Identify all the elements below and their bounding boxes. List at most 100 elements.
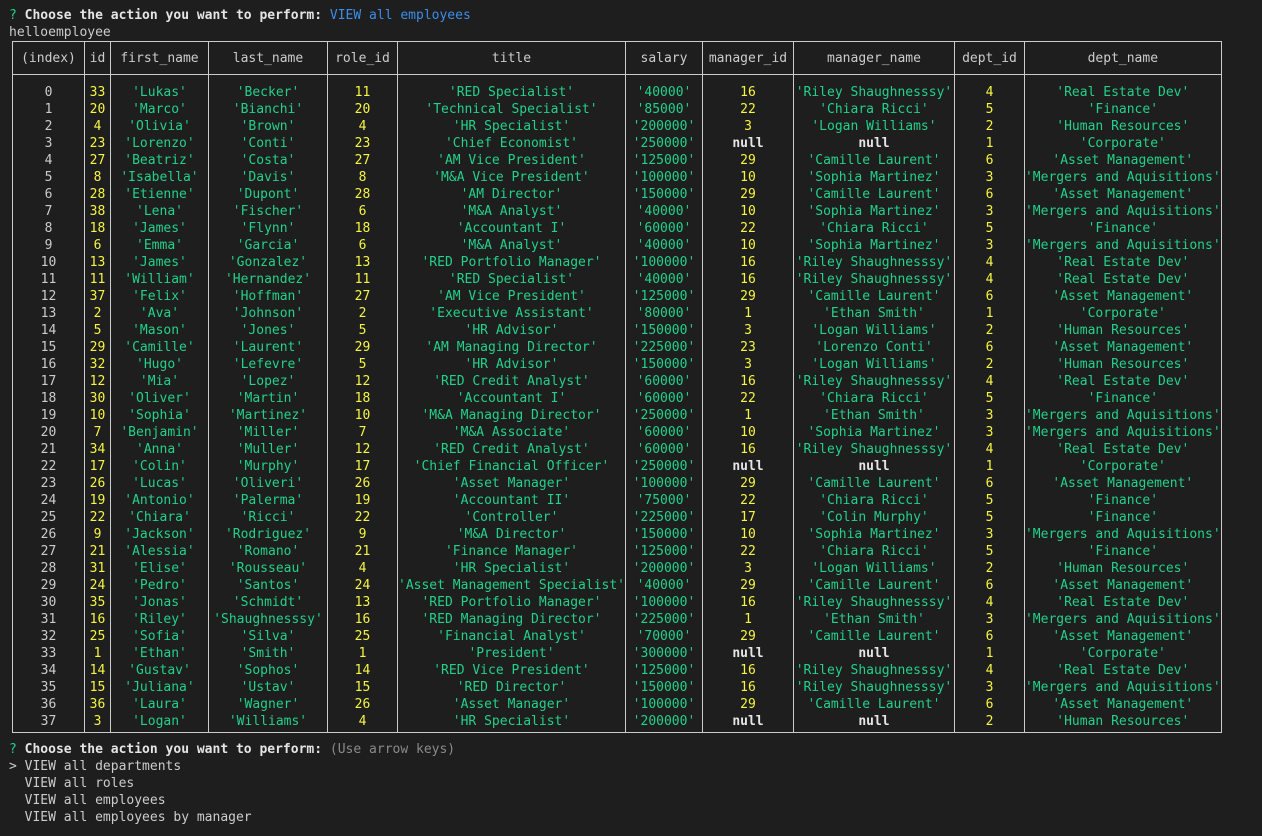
table-cell-index: 26 [12, 526, 85, 543]
table-cell-salary: '100000' [624, 169, 703, 186]
column-header: first_name [110, 41, 209, 75]
table-cell-manager_name: 'Chiara Ricci' [792, 220, 955, 237]
spacer-cell [701, 74, 794, 84]
table-cell-role_id: 6 [327, 203, 398, 220]
table-cell-role_id: 21 [327, 543, 398, 560]
table-cell-id: 35 [84, 594, 111, 611]
table-cell-manager_name: 'Riley Shaughnesssy' [792, 271, 955, 288]
table-row: 22 17 'Colin' 'Murphy' 17 'Chief Financial Of… [12, 458, 1222, 475]
table-cell-title: 'Accountant II' [397, 492, 626, 509]
table-cell-last_name: 'Rodriguez' [208, 526, 328, 543]
table-cell-manager_id: 17 [701, 509, 794, 526]
table-cell-salary: '150000' [624, 679, 703, 696]
spacer-cell [110, 74, 209, 84]
table-cell-id: 36 [84, 696, 111, 713]
table-cell-dept_name: 'Asset Management' [1023, 696, 1222, 713]
table-cell-manager_name: 'Camille Laurent' [792, 696, 955, 713]
table-header-row: (index) id first_name last_name role_id title… [12, 41, 1222, 75]
table-cell-last_name: 'Conti' [208, 135, 328, 152]
menu-options[interactable]: > VIEW all departments VIEW all roles VI… [9, 758, 1253, 826]
table-cell-last_name: 'Ricci' [208, 509, 328, 526]
table-cell-manager_id: 22 [701, 390, 794, 407]
table-cell-index: 10 [12, 254, 85, 271]
table-row: 19 10 'Sophia' 'Martinez' 10 'M&A Managing Di… [12, 407, 1222, 424]
table-cell-manager_id: 29 [701, 186, 794, 203]
table-cell-id: 21 [84, 543, 111, 560]
menu-option[interactable]: > VIEW all departments [9, 758, 1253, 775]
table-cell-last_name: 'Garcia' [208, 237, 328, 254]
table-cell-last_name: 'Muller' [208, 441, 328, 458]
table-cell-title: 'Executive Assistant' [397, 305, 626, 322]
table-cell-role_id: 5 [327, 356, 398, 373]
table-cell-last_name: 'Martinez' [208, 407, 328, 424]
table-cell-id: 31 [84, 560, 111, 577]
column-header: title [397, 41, 626, 75]
table-cell-first_name: 'Felix' [110, 288, 209, 305]
table-cell-title: 'Chief Financial Officer' [397, 458, 626, 475]
table-cell-manager_name: 'Chiara Ricci' [792, 390, 955, 407]
table-cell-first_name: 'Colin' [110, 458, 209, 475]
first-prompt: ? Choose the action you want to perform:… [9, 7, 1253, 24]
table-cell-id: 1 [84, 645, 111, 662]
table-row: 24 19 'Antonio' 'Palerma' 19 'Accountant II' '… [12, 492, 1222, 509]
menu-option[interactable]: VIEW all roles [9, 775, 1253, 792]
table-cell-manager_name: 'Camille Laurent' [792, 475, 955, 492]
table-cell-salary: '40000' [624, 84, 703, 101]
table-cell-dept_id: 6 [953, 577, 1025, 594]
table-cell-title: 'AM Vice President' [397, 288, 626, 305]
table-cell-manager_name: 'Logan Williams' [792, 322, 955, 339]
table-cell-manager_id: 22 [701, 220, 794, 237]
table-cell-last_name: 'Santos' [208, 577, 328, 594]
table-cell-index: 27 [12, 543, 85, 560]
table-cell-last_name: 'Fischer' [208, 203, 328, 220]
table-cell-first_name: 'Beatriz' [110, 152, 209, 169]
table-cell-id: 23 [84, 135, 111, 152]
table-cell-role_id: 24 [327, 577, 398, 594]
table-cell-id: 29 [84, 339, 111, 356]
table-cell-id: 12 [84, 373, 111, 390]
table-cell-manager_id: 16 [701, 254, 794, 271]
table-cell-title: 'Finance Manager' [397, 543, 626, 560]
menu-option-label: VIEW all roles [24, 776, 135, 791]
table-cell-dept_name: 'Corporate' [1023, 305, 1222, 322]
table-cell-dept_name: 'Finance' [1023, 101, 1222, 118]
table-cell-manager_name: 'Riley Shaughnesssy' [792, 441, 955, 458]
table-cell-dept_name: 'Mergers and Aquisitions' [1023, 526, 1222, 543]
table-cell-dept_id: 3 [953, 424, 1025, 441]
table-cell-last_name: 'Sophos' [208, 662, 328, 679]
spacer-cell [953, 74, 1025, 84]
table-body: 0 33 'Lukas' 'Becker' 11 'RED Specialist' '400… [12, 74, 1222, 733]
table-cell-manager_id: 16 [701, 84, 794, 101]
table-cell-title: 'M&A Director' [397, 526, 626, 543]
table-row: 7 38 'Lena' 'Fischer' 6 'M&A Analyst' '40000' 1… [12, 203, 1222, 220]
table-cell-index: 16 [12, 356, 85, 373]
table-cell-salary: '60000' [624, 390, 703, 407]
menu-option[interactable]: VIEW all employees by manager [9, 809, 1253, 826]
table-cell-title: 'RED Portfolio Manager' [397, 594, 626, 611]
log-line: helloemployee [9, 25, 111, 40]
table-cell-dept_name: 'Finance' [1023, 543, 1222, 560]
question-mark-icon: ? [9, 742, 17, 757]
table-cell-salary: '225000' [624, 611, 703, 628]
table-row: 21 34 'Anna' 'Muller' 12 'RED Credit Analyst'… [12, 441, 1222, 458]
table-cell-first_name: 'Emma' [110, 237, 209, 254]
table-cell-dept_id: 2 [953, 560, 1025, 577]
table-cell-dept_id: 4 [953, 84, 1025, 101]
table-cell-manager_id: 16 [701, 679, 794, 696]
table-cell-dept_name: 'Mergers and Aquisitions' [1023, 203, 1222, 220]
table-cell-role_id: 12 [327, 373, 398, 390]
table-cell-dept_name: 'Human Resources' [1023, 322, 1222, 339]
table-cell-dept_id: 6 [953, 696, 1025, 713]
table-cell-salary: '200000' [624, 118, 703, 135]
table-cell-dept_name: 'Mergers and Aquisitions' [1023, 237, 1222, 254]
table-cell-title: 'RED Managing Director' [397, 611, 626, 628]
table-cell-role_id: 10 [327, 407, 398, 424]
table-cell-index: 4 [12, 152, 85, 169]
table-cell-role_id: 1 [327, 645, 398, 662]
menu-option[interactable]: VIEW all employees [9, 792, 1253, 809]
table-cell-title: 'RED Credit Analyst' [397, 441, 626, 458]
table-cell-salary: '40000' [624, 237, 703, 254]
table-cell-salary: '60000' [624, 424, 703, 441]
table-cell-dept_name: 'Corporate' [1023, 135, 1222, 152]
